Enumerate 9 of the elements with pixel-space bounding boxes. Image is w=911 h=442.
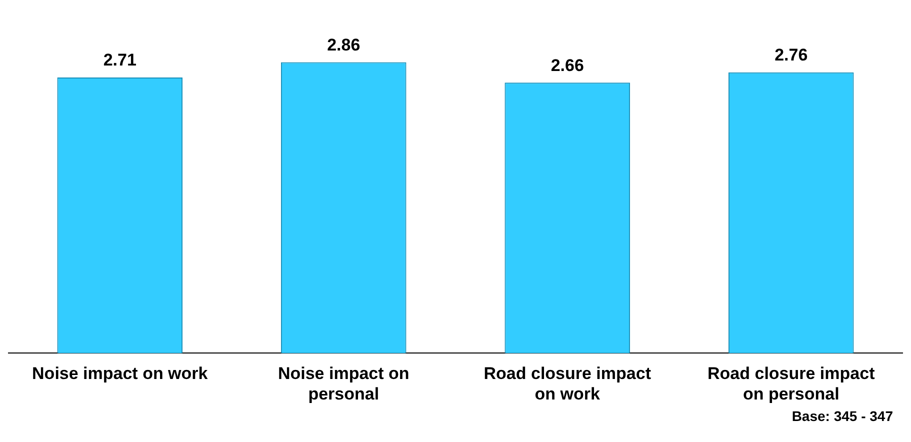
x-tick-label: Road closure impact on personal (708, 364, 876, 404)
data-label: 2.66 (550, 56, 584, 75)
x-tick-label: Road closure impact on work (484, 364, 652, 404)
x-tick-label: Noise impact on work (32, 364, 208, 384)
data-label: 2.76 (774, 46, 808, 65)
text: Base: 345 - 347 (790, 408, 894, 424)
data-label: 2.71 (103, 50, 136, 70)
x-tick-label: Noise impact on personal (278, 364, 410, 404)
data-label: 2.86 (327, 35, 360, 54)
